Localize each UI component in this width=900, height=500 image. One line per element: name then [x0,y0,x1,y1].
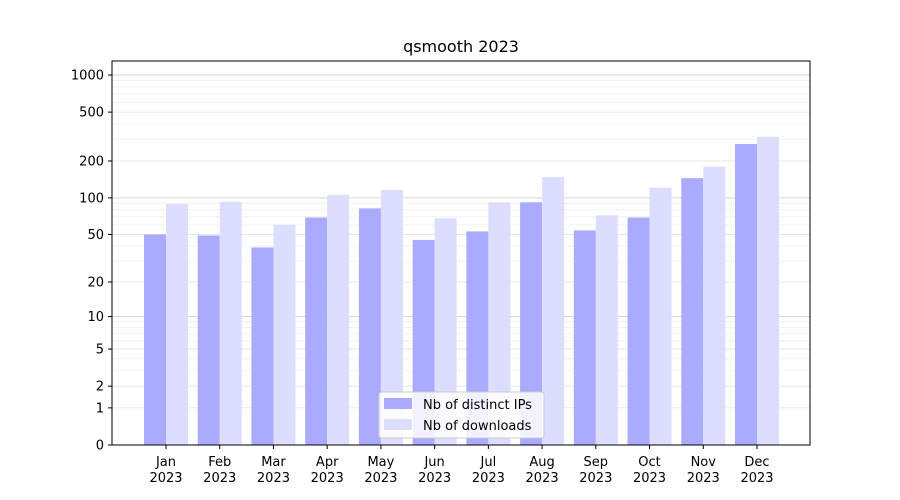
bar-distinct-ips [573,230,596,445]
x-tick-label-month: Feb [208,455,231,470]
bars [144,136,779,446]
bar-distinct-ips [520,202,543,445]
y-tick-label: 10 [87,310,104,325]
bar-distinct-ips [681,178,704,446]
bar-distinct-ips [627,217,650,445]
x-tick-label-month: Jun [423,455,444,470]
x-tick-label-year: 2023 [149,471,182,486]
bar-downloads [703,166,726,445]
x-tick-label-year: 2023 [257,471,290,486]
x-tick-label-year: 2023 [633,471,666,486]
x-tick-label-month: Sep [584,455,609,470]
x-tick-label-month: May [367,455,394,470]
y-tick-label: 2 [96,380,104,395]
x-tick-label-month: Apr [316,455,339,470]
x-tick-label-month: Jul [480,455,497,470]
x-tick-label-year: 2023 [472,471,505,486]
x-tick-label-month: Dec [744,455,769,470]
bar-downloads [327,194,350,445]
x-tick-label-year: 2023 [311,471,344,486]
x-tick-label-year: 2023 [579,471,612,486]
bar-downloads [273,224,296,445]
legend-label: Nb of distinct IPs [423,398,532,413]
chart-title: qsmooth 2023 [403,37,519,56]
legend-label: Nb of downloads [423,419,532,434]
bar-downloads [542,177,565,445]
x-tick-label-year: 2023 [203,471,236,486]
y-tick-label: 0 [96,439,104,454]
bar-distinct-ips [251,247,274,445]
x-tick-label-year: 2023 [740,471,773,486]
x-tick-label-month: Oct [638,455,660,470]
y-tick-label: 1 [96,401,104,416]
bar-downloads [380,189,403,445]
x-tick-label-year: 2023 [526,471,559,486]
y-tick-label: 20 [87,275,104,290]
bar-downloads [649,187,672,445]
y-tick-label: 200 [79,155,104,170]
bar-downloads [434,218,457,445]
bar-distinct-ips [197,235,220,445]
y-tick-label: 5 [96,343,104,358]
bar-distinct-ips [305,217,328,445]
x-tick-label-year: 2023 [364,471,397,486]
bar-downloads [595,215,618,445]
bar-downloads [757,136,779,445]
axes: 01251020501002005001000Jan2023Feb2023Mar… [71,60,811,486]
legend-swatch [384,398,412,409]
bar-downloads [166,204,188,445]
y-tick-label: 500 [79,106,104,121]
bar-distinct-ips [735,144,757,445]
bar-distinct-ips [144,234,166,445]
x-tick-label-month: Jan [155,455,176,470]
x-tick-label-month: Mar [261,455,286,470]
y-tick-label: 100 [79,191,104,206]
x-tick-label-year: 2023 [687,471,720,486]
plot-frame [111,60,811,446]
legend-swatch [384,419,412,430]
legend-box [378,391,545,439]
x-tick-label-year: 2023 [418,471,451,486]
bar-distinct-ips [358,208,381,445]
bar-downloads [219,201,242,445]
y-tick-label: 1000 [71,69,104,84]
x-tick-label-month: Nov [691,455,717,470]
y-tick-label: 50 [87,228,104,243]
bar-downloads [488,202,511,445]
x-tick-label-month: Aug [529,455,554,470]
legend: Nb of distinct IPs Nb of downloads [378,391,545,439]
